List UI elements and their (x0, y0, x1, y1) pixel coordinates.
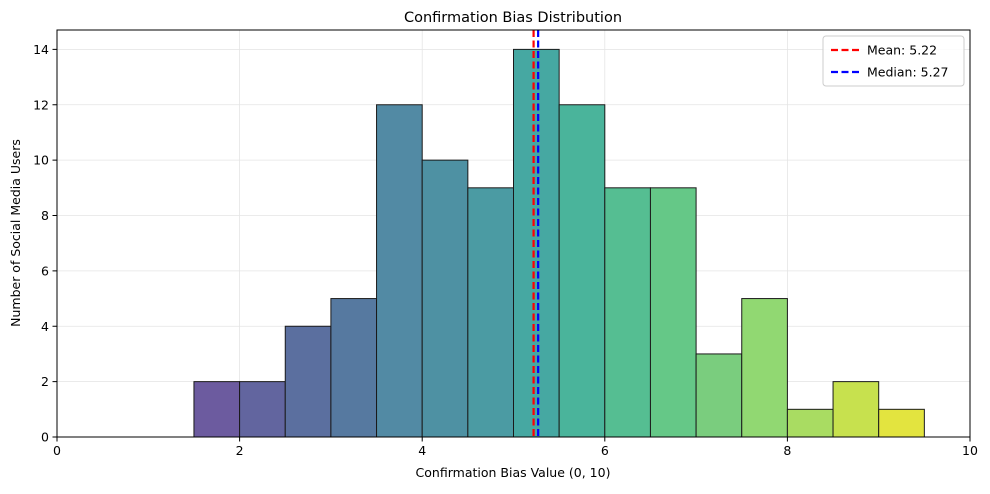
histogram-bar (330, 298, 378, 438)
y-tick-label: 6 (41, 263, 49, 278)
reference-lines (532, 30, 540, 437)
histogram-bars (193, 48, 925, 438)
histogram-bar (421, 159, 469, 438)
x-tick-label: 2 (236, 443, 244, 458)
histogram-bar (513, 48, 560, 438)
y-tick-label: 2 (41, 374, 49, 389)
y-tick-label: 4 (41, 319, 49, 334)
legend-label: Median: 5.27 (867, 65, 948, 80)
y-tick-label: 12 (33, 97, 49, 112)
x-tick-label: 4 (418, 443, 426, 458)
x-axis-label: Confirmation Bias Value (0, 10) (416, 465, 611, 480)
y-axis-label: Number of Social Media Users (8, 139, 23, 327)
plot-frame (56, 29, 971, 438)
y-tick-label: 8 (41, 208, 49, 223)
histogram-bar (604, 187, 651, 438)
x-tick-label: 6 (601, 443, 609, 458)
y-tick-label: 10 (33, 153, 49, 168)
axes (56, 29, 971, 438)
x-tick-label: 8 (783, 443, 791, 458)
y-tick-label: 14 (33, 42, 49, 57)
histogram-bar (786, 408, 834, 438)
ticks: 0 2 4 6 8 10 0 2 4 6 8 10 12 14 (33, 42, 978, 458)
histogram-bar (695, 353, 743, 438)
legend: Mean: 5.22 Median: 5.27 (822, 35, 965, 87)
chart-title: Confirmation Bias Distribution (404, 10, 622, 26)
histogram-bar (467, 187, 515, 438)
histogram-bar (193, 381, 241, 438)
histogram-bar (284, 325, 332, 438)
x-tick-label: 0 (53, 443, 61, 458)
legend-box (822, 35, 965, 87)
y-tick-label: 0 (41, 430, 49, 445)
x-tick-label: 10 (962, 443, 978, 458)
histogram-bar (376, 104, 423, 438)
histogram-bar (832, 381, 880, 438)
histogram-bar (649, 187, 697, 438)
histogram-bar (239, 381, 286, 438)
histogram-bar (558, 104, 606, 438)
legend-label: Mean: 5.22 (867, 43, 937, 58)
histogram-bar (878, 408, 925, 438)
histogram-bar (741, 298, 788, 438)
